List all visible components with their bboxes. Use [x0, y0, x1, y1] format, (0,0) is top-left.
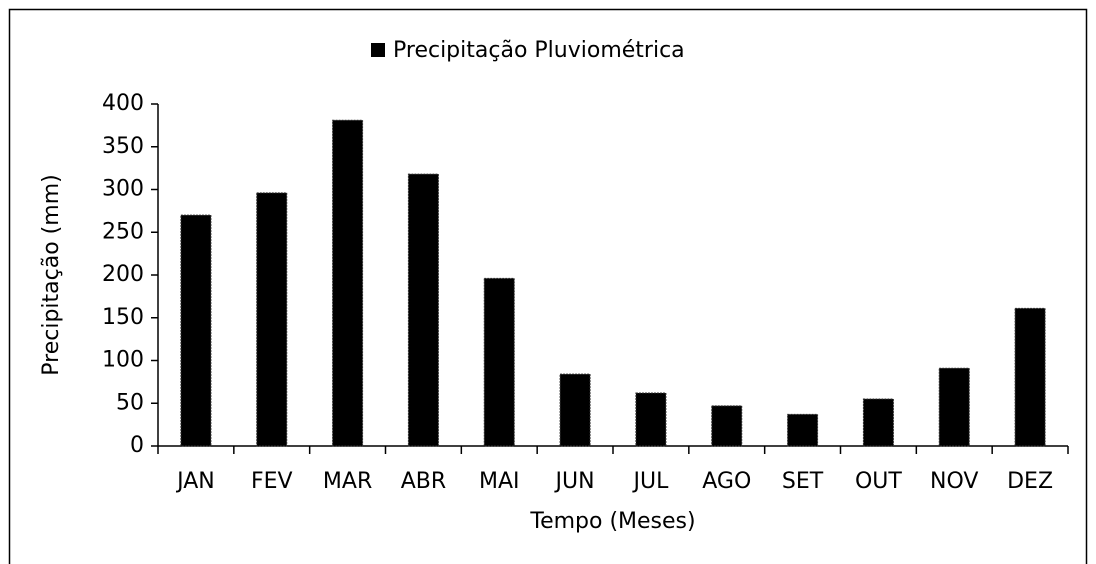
bar	[711, 405, 743, 447]
x-tick-label: JAN	[175, 469, 215, 494]
bar	[938, 367, 970, 447]
x-tick-label: SET	[782, 469, 824, 494]
y-tick-label: 150	[102, 305, 144, 330]
x-tick-label: OUT	[855, 469, 902, 494]
y-tick-label: 400	[102, 91, 144, 116]
y-tick-label: 200	[102, 262, 144, 287]
x-tick-label: JUN	[554, 469, 595, 494]
bar	[862, 398, 894, 447]
y-axis-title: Precipitação (mm)	[39, 174, 64, 375]
x-tick-label: ABR	[401, 469, 446, 494]
x-tick-label: NOV	[930, 469, 978, 494]
y-tick-label: 50	[116, 390, 144, 415]
bar	[635, 392, 667, 447]
chart-frame	[8, 8, 1088, 564]
y-tick-label: 250	[102, 219, 144, 244]
x-tick-label: DEZ	[1007, 469, 1053, 494]
bar	[332, 119, 364, 447]
y-tick-label: 350	[102, 134, 144, 159]
legend-swatch	[371, 43, 385, 57]
x-tick-label: FEV	[251, 469, 293, 494]
bar	[787, 413, 819, 447]
x-axis-title: Tempo (Meses)	[529, 509, 695, 534]
bar	[180, 214, 212, 447]
x-tick-label: JUL	[631, 469, 669, 494]
bar	[559, 373, 591, 447]
bar	[407, 173, 439, 447]
bar	[483, 277, 515, 447]
x-tick-label: MAR	[323, 469, 372, 494]
y-tick-label: 0	[130, 433, 144, 458]
x-tick-label: MAI	[479, 469, 520, 494]
y-tick-label: 100	[102, 348, 144, 373]
y-tick-label: 300	[102, 177, 144, 202]
legend-label: Precipitação Pluviométrica	[393, 38, 685, 63]
bar	[256, 192, 288, 447]
bar	[1014, 307, 1046, 447]
x-tick-label: AGO	[702, 469, 751, 494]
